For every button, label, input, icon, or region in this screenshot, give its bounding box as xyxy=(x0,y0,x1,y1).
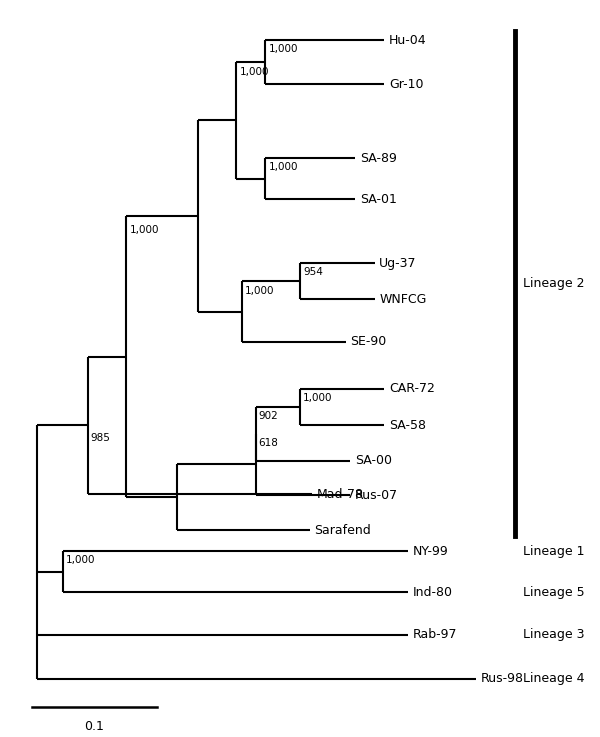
Text: SA-00: SA-00 xyxy=(355,454,392,467)
Text: Mad-78: Mad-78 xyxy=(316,488,364,500)
Text: WNFCG: WNFCG xyxy=(379,293,427,306)
Text: SA-89: SA-89 xyxy=(360,152,397,164)
Text: Hu-04: Hu-04 xyxy=(389,34,427,46)
Text: SA-01: SA-01 xyxy=(360,193,397,206)
Text: CAR-72: CAR-72 xyxy=(389,383,435,396)
Text: 1,000: 1,000 xyxy=(130,225,159,234)
Text: 954: 954 xyxy=(303,268,323,278)
Text: Lineage 2: Lineage 2 xyxy=(523,277,585,290)
Text: 1,000: 1,000 xyxy=(65,556,95,565)
Text: NY-99: NY-99 xyxy=(413,545,449,557)
Text: Sarafend: Sarafend xyxy=(314,524,371,537)
Text: 1,000: 1,000 xyxy=(303,394,332,403)
Text: 1,000: 1,000 xyxy=(245,286,275,296)
Text: Lineage 3: Lineage 3 xyxy=(523,628,585,641)
Text: 985: 985 xyxy=(91,433,110,443)
Text: Rus-07: Rus-07 xyxy=(355,489,398,501)
Text: SA-58: SA-58 xyxy=(389,419,426,432)
Text: Rus-98: Rus-98 xyxy=(481,672,524,685)
Text: 1,000: 1,000 xyxy=(239,66,269,77)
Text: 1,000: 1,000 xyxy=(268,44,298,55)
Text: 1,000: 1,000 xyxy=(268,162,298,172)
Text: Rab-97: Rab-97 xyxy=(413,628,457,641)
Text: Lineage 4: Lineage 4 xyxy=(523,672,585,685)
Text: Ug-37: Ug-37 xyxy=(379,256,416,270)
Text: Lineage 5: Lineage 5 xyxy=(523,586,585,598)
Text: Lineage 1: Lineage 1 xyxy=(523,545,585,557)
Text: 618: 618 xyxy=(259,439,278,448)
Text: SE-90: SE-90 xyxy=(350,335,386,349)
Text: 0.1: 0.1 xyxy=(85,719,104,733)
Text: Ind-80: Ind-80 xyxy=(413,586,453,598)
Text: 902: 902 xyxy=(259,411,278,422)
Text: Gr-10: Gr-10 xyxy=(389,78,424,91)
